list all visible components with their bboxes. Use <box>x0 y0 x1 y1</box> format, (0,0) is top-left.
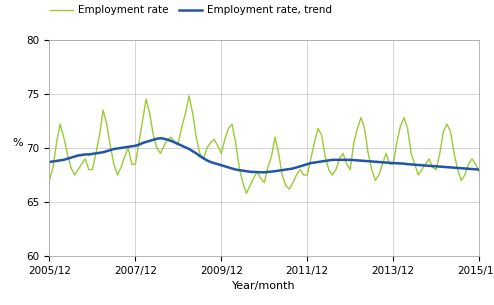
Employment rate <box>64 152 70 155</box>
Employment rate <box>376 173 382 177</box>
Employment rate <box>261 181 267 185</box>
Employment rate, trend <box>64 157 70 161</box>
Line: Employment rate: Employment rate <box>49 96 494 193</box>
Employment rate <box>244 192 249 195</box>
Employment rate <box>75 168 81 171</box>
Line: Employment rate, trend: Employment rate, trend <box>49 138 494 172</box>
Employment rate, trend <box>75 154 81 157</box>
Legend: Employment rate, Employment rate, trend: Employment rate, Employment rate, trend <box>50 5 332 15</box>
Employment rate <box>46 179 52 182</box>
Employment rate, trend <box>46 160 52 164</box>
Employment rate, trend <box>201 156 206 160</box>
Y-axis label: %: % <box>13 138 23 148</box>
Employment rate <box>186 94 192 98</box>
Employment rate, trend <box>376 160 382 164</box>
Employment rate <box>201 157 206 161</box>
Employment rate, trend <box>261 170 267 174</box>
X-axis label: Year/month: Year/month <box>233 282 296 292</box>
Employment rate, trend <box>158 136 164 140</box>
Employment rate, trend <box>258 170 264 174</box>
